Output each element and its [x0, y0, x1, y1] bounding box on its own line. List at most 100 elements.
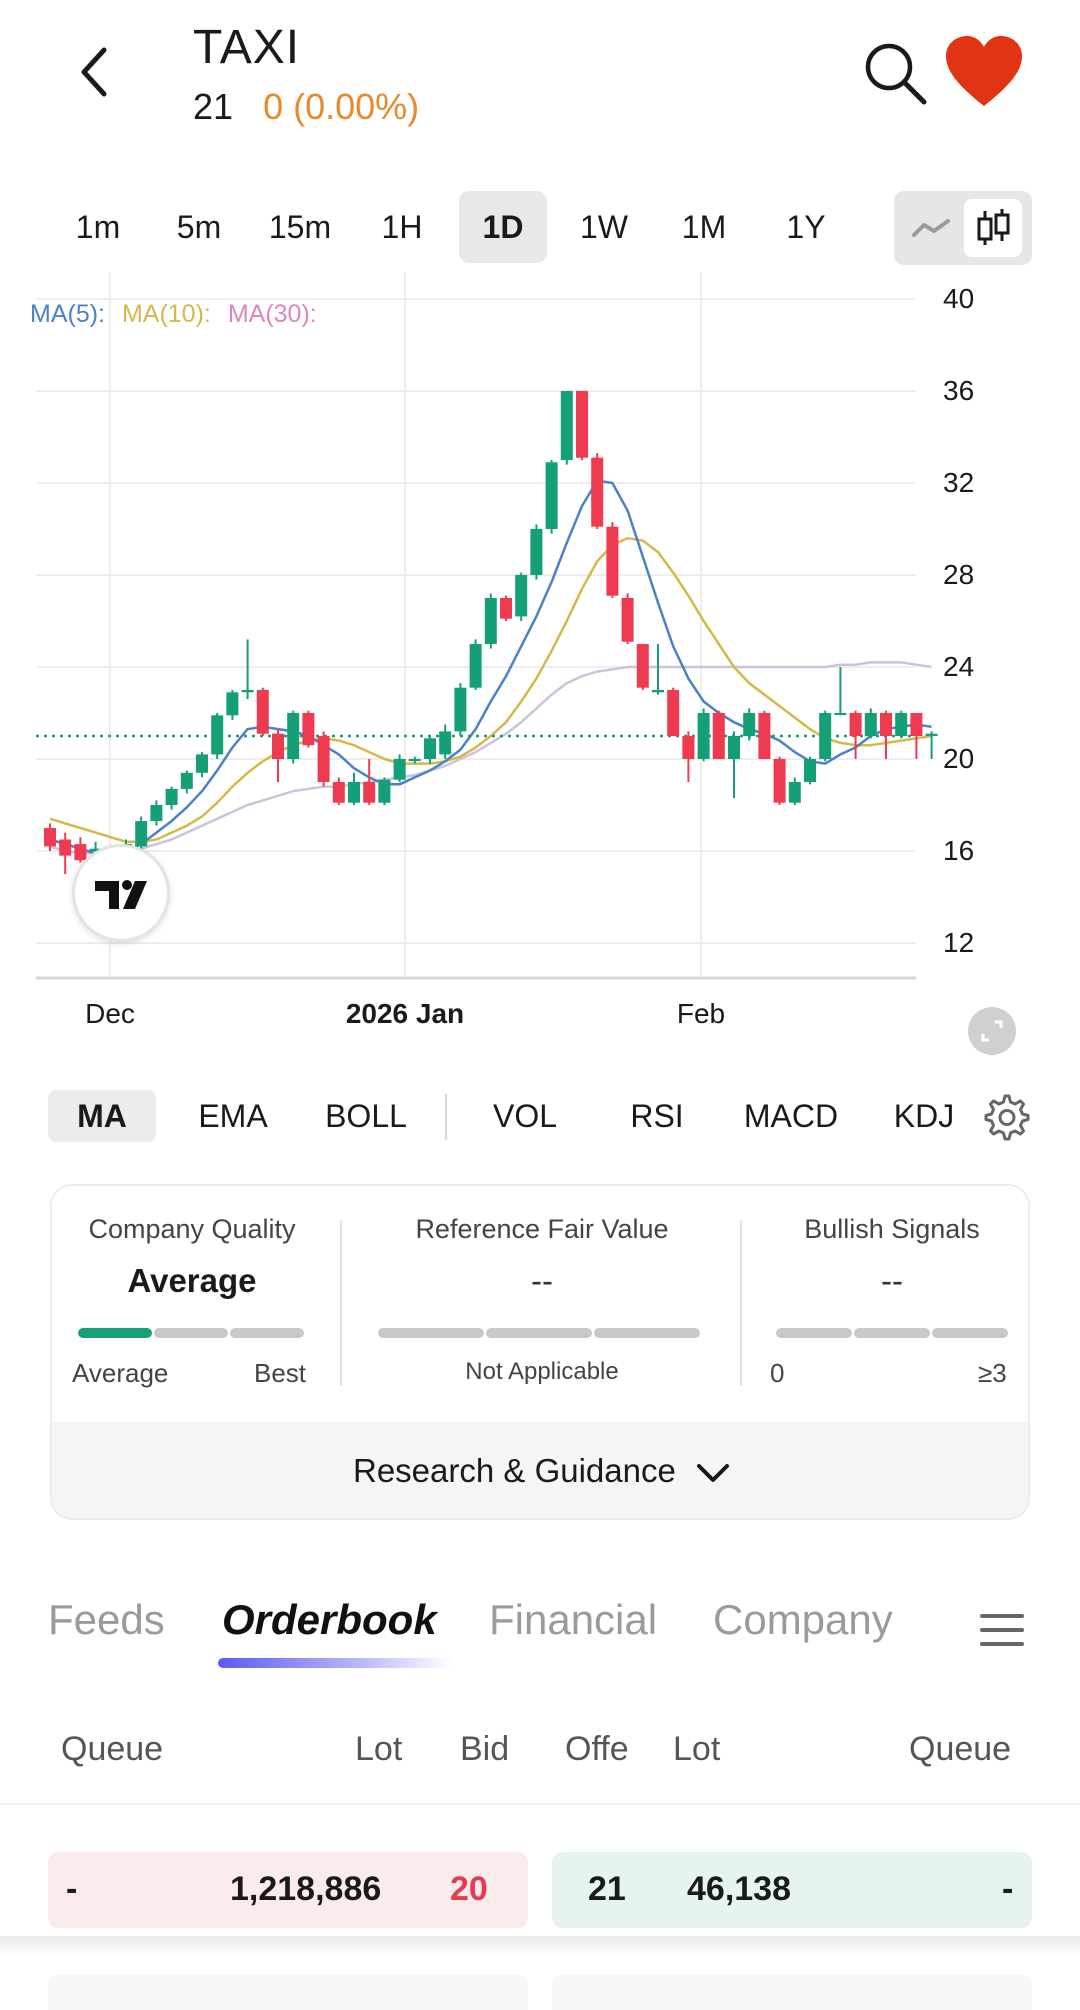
tradingview-logo-icon: [95, 880, 147, 909]
quality-min-label: Average: [72, 1358, 169, 1388]
orderbook-row[interactable]: - 1,218,886 20 21 46,138 -: [0, 1852, 1080, 1928]
candle-up: [728, 736, 740, 759]
candle-down: [591, 457, 604, 527]
back-icon[interactable]: [70, 42, 120, 102]
indicator-boll[interactable]: BOLL: [325, 1098, 407, 1134]
candle-down: [59, 839, 72, 856]
candlestick-chart[interactable]: [0, 272, 1080, 1052]
tab-company[interactable]: Company: [713, 1596, 893, 1643]
x-tick-dec: Dec: [85, 998, 135, 1029]
timeframe-1y[interactable]: 1Y: [786, 209, 826, 245]
candle-up: [788, 782, 801, 803]
search-icon[interactable]: [862, 40, 928, 106]
bid-lot: 1,218,886: [230, 1870, 382, 1908]
candle-down: [682, 736, 695, 759]
tab-feeds[interactable]: Feeds: [48, 1596, 165, 1643]
x-tick-feb: Feb: [676, 998, 726, 1029]
timeframe-5m[interactable]: 5m: [176, 209, 222, 245]
y-tick-label: 12: [943, 927, 975, 958]
bid-queue: -: [66, 1870, 78, 1908]
candle-up: [530, 529, 543, 575]
bid-price: 20: [450, 1870, 488, 1908]
fair-value-title: Reference Fair Value: [415, 1214, 669, 1244]
indicator-selector: MA EMA BOLL VOL RSI MACD KDJ: [0, 1090, 1080, 1146]
candle-down: [74, 844, 87, 861]
signals-max-label: ≥3: [978, 1358, 1007, 1388]
price-chart[interactable]: MA(5): MA(10): MA(30): 40 36 32 28 24 20 16 12 …: [0, 272, 1080, 1052]
candle-up: [864, 713, 877, 736]
candle-up: [454, 687, 467, 732]
indicator-macd[interactable]: MACD: [743, 1098, 839, 1134]
settings-gear-icon[interactable]: [980, 1092, 1030, 1142]
candle-up: [439, 731, 452, 755]
x-tick-jan: 2026 Jan: [345, 998, 465, 1029]
header: TAXI 21 0 (0.00%): [0, 0, 1080, 160]
active-tab-indicator: [218, 1658, 453, 1668]
candle-up: [150, 805, 163, 822]
indicator-ema[interactable]: EMA: [198, 1098, 268, 1134]
ma10-line: [49, 536, 932, 844]
indicator-rsi[interactable]: RSI: [630, 1098, 684, 1134]
ticker-symbol: TAXI: [193, 21, 301, 74]
y-tick-label: 20: [943, 743, 975, 774]
fair-bar-segment-1: [378, 1328, 484, 1338]
timeframe-1h[interactable]: 1H: [381, 209, 423, 245]
research-guidance-toggle[interactable]: Research & Guidance: [52, 1422, 1028, 1518]
candle-up: [697, 713, 710, 759]
offer-side[interactable]: 21 46,138 -: [552, 1852, 1032, 1928]
fair-value-value: --: [531, 1262, 553, 1299]
candle-up: [196, 754, 208, 773]
timeframe-1d[interactable]: 1D: [459, 191, 547, 263]
signals-bar-segment-1: [776, 1328, 852, 1338]
expand-icon[interactable]: [968, 1007, 1016, 1055]
candle-up: [469, 644, 482, 688]
candlestick-chart-icon[interactable]: [964, 199, 1022, 257]
price-quote: 21 0 (0.00%): [193, 86, 419, 128]
candle-up: [515, 575, 528, 617]
tradingview-logo[interactable]: [72, 844, 170, 942]
candle-down: [576, 391, 588, 458]
timeframe-1m-month[interactable]: 1M: [681, 209, 727, 245]
indicator-kdj[interactable]: KDJ: [893, 1098, 955, 1134]
research-guidance-row: Research & Guidance: [52, 1452, 1028, 1490]
candle-up: [165, 788, 178, 805]
research-metrics: Company Quality Average Average Best Ref…: [52, 1186, 1028, 1422]
ma5-label: MA(5):: [30, 300, 105, 328]
offer-lot: 46,138: [687, 1870, 791, 1908]
candle-down: [621, 598, 634, 642]
chevron-down-icon: [697, 1464, 730, 1483]
bid-side[interactable]: - 1,218,886 20: [48, 1852, 528, 1928]
ma30-label: MA(30):: [227, 300, 317, 328]
research-guidance-label: Research & Guidance: [352, 1452, 676, 1489]
indicator-vol[interactable]: VOL: [492, 1098, 558, 1134]
candle-up: [135, 821, 148, 847]
y-tick-label: 32: [943, 467, 975, 498]
fair-bar-segment-3: [594, 1328, 700, 1338]
menu-icon[interactable]: [980, 1612, 1024, 1648]
offer-price: 21: [588, 1870, 626, 1908]
chart-type-toggle: [894, 191, 1032, 265]
candle-down: [667, 690, 680, 736]
timeframe-1m[interactable]: 1m: [75, 209, 121, 245]
y-tick-label: 24: [943, 651, 975, 682]
signals-title: Bullish Signals: [804, 1214, 980, 1244]
orderbook-header: Queue Lot Bid Offe Lot Queue: [0, 1730, 1080, 1780]
tab-financial[interactable]: Financial: [489, 1596, 658, 1643]
timeframe-15m[interactable]: 15m: [268, 209, 332, 245]
signals-bar-segment-3: [932, 1328, 1008, 1338]
candle-up: [226, 692, 239, 716]
indicator-ma[interactable]: MA: [48, 1090, 156, 1142]
candle-down: [773, 759, 786, 803]
candle-down: [302, 713, 315, 746]
y-tick-label: 16: [943, 835, 975, 866]
timeframe-1w[interactable]: 1W: [580, 209, 628, 245]
tab-orderbook[interactable]: Orderbook: [222, 1596, 437, 1643]
candle-up: [348, 782, 360, 803]
line-chart-icon[interactable]: [904, 199, 960, 257]
quality-title: Company Quality: [88, 1214, 296, 1244]
heart-icon[interactable]: [944, 34, 1024, 110]
candle-up: [378, 779, 391, 803]
candle-up: [560, 391, 573, 460]
section-shadow: [0, 1936, 1080, 1956]
orderbook-divider: [0, 1803, 1080, 1805]
